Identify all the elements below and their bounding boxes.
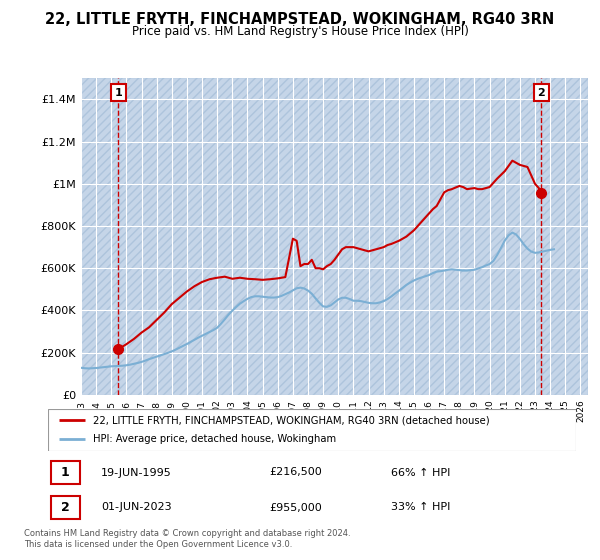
Bar (50, 496, 80, 520)
Text: 1: 1 (61, 466, 70, 479)
Text: £955,000: £955,000 (270, 502, 323, 512)
Text: 66% ↑ HPI: 66% ↑ HPI (391, 468, 451, 478)
Text: 2: 2 (61, 501, 70, 514)
Text: 2: 2 (538, 87, 545, 97)
Text: 22, LITTLE FRYTH, FINCHAMPSTEAD, WOKINGHAM, RG40 3RN: 22, LITTLE FRYTH, FINCHAMPSTEAD, WOKINGH… (46, 12, 554, 27)
Text: HPI: Average price, detached house, Wokingham: HPI: Average price, detached house, Woki… (93, 435, 336, 445)
FancyBboxPatch shape (48, 409, 576, 451)
Text: 1: 1 (115, 87, 122, 97)
Text: 19-JUN-1995: 19-JUN-1995 (101, 468, 172, 478)
Text: 33% ↑ HPI: 33% ↑ HPI (391, 502, 451, 512)
Text: Contains HM Land Registry data © Crown copyright and database right 2024.
This d: Contains HM Land Registry data © Crown c… (24, 529, 350, 549)
Bar (50, 460, 80, 484)
Text: 01-JUN-2023: 01-JUN-2023 (101, 502, 172, 512)
Text: Price paid vs. HM Land Registry's House Price Index (HPI): Price paid vs. HM Land Registry's House … (131, 25, 469, 38)
Text: 22, LITTLE FRYTH, FINCHAMPSTEAD, WOKINGHAM, RG40 3RN (detached house): 22, LITTLE FRYTH, FINCHAMPSTEAD, WOKINGH… (93, 415, 490, 425)
Text: £216,500: £216,500 (270, 468, 323, 478)
